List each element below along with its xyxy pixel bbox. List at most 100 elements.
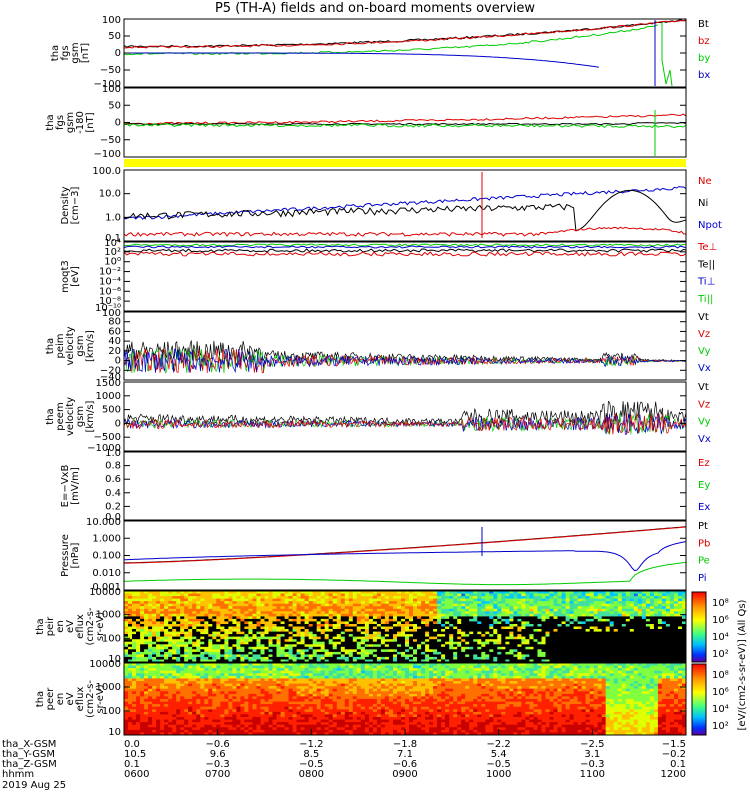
- ytick-label: 20: [108, 346, 121, 357]
- series-ni: [124, 189, 687, 232]
- legend-vy: Vy: [698, 417, 711, 428]
- xaxis-value: 0800: [299, 769, 324, 780]
- xaxis-value: 0900: [392, 769, 417, 780]
- ytick-label: 40: [108, 336, 121, 347]
- xaxis-value: 7.1: [397, 749, 413, 760]
- series-tipar: [123, 243, 687, 247]
- ylabel-line: gsm: [75, 335, 86, 356]
- legend-bx: bx: [698, 70, 710, 81]
- ytick-label: 60: [108, 326, 121, 337]
- panel-frame-density: [123, 169, 687, 242]
- ytick-label: 10.0: [99, 189, 121, 200]
- ytick-label: 100: [102, 15, 121, 26]
- ytick-label: 80: [108, 317, 121, 328]
- ylabel-line: Pressure: [60, 534, 71, 577]
- legend-vt: Vt: [698, 312, 709, 323]
- plot-date: 2019 Aug 25: [2, 780, 66, 791]
- series-npot: [123, 186, 687, 220]
- xaxis-value: −0.2: [662, 749, 686, 760]
- colorbar-tick: 10⁶: [712, 615, 729, 626]
- xaxis-value: −2.5: [580, 739, 604, 750]
- legend-te||: Te||: [697, 259, 715, 270]
- legend-vt: Vt: [698, 382, 709, 393]
- ylabel-line: peim: [55, 333, 66, 358]
- series-pi: [123, 541, 687, 572]
- panel-frame-temp: [123, 241, 687, 312]
- ylabel-line: fgs: [55, 115, 66, 130]
- xaxis-value: 0600: [124, 769, 149, 780]
- legend-ti||: Ti||: [697, 294, 713, 305]
- legend-vz: Vz: [698, 329, 710, 340]
- ylabel-line: tha: [35, 691, 46, 707]
- ytick-label: 10: [108, 727, 121, 738]
- ytick-label: 10⁻¹⁰: [95, 303, 121, 314]
- ylabel-peim-vel: tha peim velocity gsm [km/s]: [45, 326, 96, 365]
- legend-vx: Vx: [698, 363, 711, 374]
- series-gse-red: [123, 113, 687, 125]
- ylabel-peem-vel: tha peem velocity gsm [km/s]: [45, 397, 96, 436]
- ylabel-line: [mV/m]: [70, 467, 81, 505]
- xaxis-value: 1000: [486, 769, 511, 780]
- ylabel-line: velocity: [65, 397, 76, 436]
- xaxis-value: 5.4: [491, 749, 507, 760]
- ylabel-line: tha: [45, 338, 56, 354]
- xaxis-value: −0.6: [393, 759, 417, 770]
- colorbar-tick: 10⁴: [712, 632, 729, 643]
- ylabel-line: fgs: [60, 45, 71, 60]
- ytick-label: 100: [102, 308, 121, 319]
- colorbar-tick: 10²: [712, 721, 729, 732]
- series-pb: [124, 526, 687, 564]
- panel-frame-fgs-gse: [123, 87, 687, 158]
- ylabel-fgs-gse: tha fgs gsm -180 [nT]: [45, 111, 96, 134]
- ytick-label: −40: [100, 372, 121, 383]
- series-tepar: [123, 248, 687, 253]
- panel-frame-peem-vel: [123, 381, 687, 452]
- xaxis-value: 8.5: [303, 749, 319, 760]
- series-gse-green: [123, 122, 687, 129]
- legend-pt: Pt: [698, 521, 708, 532]
- series-peem-blue: [123, 413, 687, 435]
- ylabel-line: [km/s]: [85, 400, 96, 432]
- ylabel-line: eV: [65, 692, 76, 705]
- ylabel-line: [cm−3]: [70, 187, 81, 225]
- ylabel-temp: moqt3 [eV]: [60, 260, 81, 293]
- colorbar-label: [eV/(cm2-s-sr-eV)] (All Qs): [737, 599, 748, 730]
- colorbar-tick: 10⁸: [712, 598, 729, 609]
- peer-spectrogram: [124, 663, 687, 736]
- ytick-label: 1.0: [105, 212, 121, 223]
- legend-vz: Vz: [698, 399, 710, 410]
- ytick-label: 1000: [96, 610, 121, 621]
- ytick-label: 500: [102, 405, 121, 416]
- xaxis-value: −1.5: [662, 739, 686, 750]
- xaxis-row-label: tha_X-GSM: [2, 739, 56, 750]
- ytick-label: −1000: [87, 443, 121, 454]
- ylabel-line: en: [55, 693, 66, 706]
- legend-ti⊥: Ti⊥: [697, 277, 715, 288]
- ylabel-line: sr-eV): [95, 684, 106, 713]
- ytick-label: 0.001: [92, 582, 121, 593]
- ytick-label: 10⁻⁶: [99, 286, 121, 297]
- xaxis-value: 0.0: [124, 739, 140, 750]
- ytick-label: 0: [115, 356, 121, 367]
- xaxis-value: −0.3: [206, 759, 230, 770]
- ytick-label: 1500: [96, 378, 121, 389]
- panel-frame-peir-spec: [123, 590, 687, 663]
- ylabel-line: gsm: [65, 112, 76, 133]
- xaxis-value: 0700: [205, 769, 230, 780]
- series-ne: [123, 226, 687, 237]
- ytick-label: 100: [102, 706, 121, 717]
- ylabel-line: eV: [65, 620, 76, 633]
- ytick-label: 1.000: [92, 533, 121, 544]
- ytick-label: 0: [115, 418, 121, 429]
- legend-ey: Ey: [698, 480, 710, 491]
- ylabel-fgs-gsm: tha fgs gsm [nT]: [50, 42, 91, 63]
- series-pt: [123, 526, 687, 564]
- ylabel-line: tha: [35, 618, 46, 634]
- series-bx: [124, 52, 599, 68]
- ytick-label: 10000: [89, 659, 121, 670]
- xaxis-value: −0.5: [487, 759, 511, 770]
- ytick-label: 10⁻⁴: [99, 276, 121, 287]
- ytick-label: 0: [115, 48, 121, 59]
- ylabel-line: tha: [50, 45, 61, 61]
- xaxis-value: 1200: [661, 769, 686, 780]
